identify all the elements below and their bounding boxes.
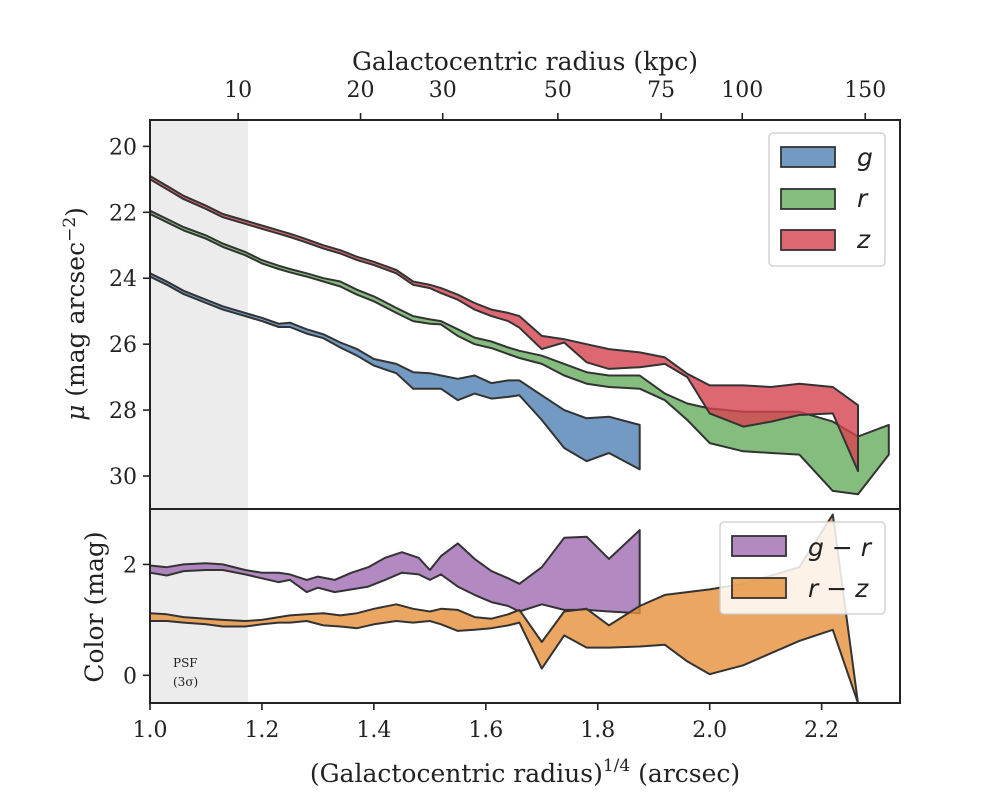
legend-label-z: z xyxy=(856,225,871,254)
psf-shaded-region xyxy=(150,120,248,703)
top-x-tick-label: 20 xyxy=(347,78,375,103)
x-tick-label: 1.8 xyxy=(580,718,615,743)
y-tick-label: 30 xyxy=(109,465,137,490)
legend-swatch-r-minus-z xyxy=(731,577,787,599)
legend-swatch-g xyxy=(780,146,836,168)
top-secondary-x-ticks: 10 20 30 50 75 100 150 xyxy=(224,78,886,120)
top-legend: g r z xyxy=(768,132,886,267)
top-x-tick-label: 150 xyxy=(844,78,886,103)
y-tick-label: 0 xyxy=(123,664,137,689)
legend-label-r-minus-z: r − z xyxy=(808,574,869,603)
x-tick-label: 1.2 xyxy=(244,718,279,743)
top-panel-y-ticks: 20 22 24 26 28 30 xyxy=(109,135,150,490)
band-r-minus-z xyxy=(149,513,859,704)
top-x-tick-label: 10 xyxy=(224,78,252,103)
bottom-y-axis-title: Color (mag) xyxy=(80,531,109,682)
x-tick-label: 2.0 xyxy=(692,718,727,743)
band-g xyxy=(149,272,641,471)
y-tick-label: 24 xyxy=(109,267,137,292)
bottom-panel-frame xyxy=(149,508,901,704)
legend-label-g-minus-r: g − r xyxy=(808,533,873,562)
x-tick-label: 1.6 xyxy=(468,718,503,743)
y-tick-label: 26 xyxy=(109,333,137,358)
x-tick-label: 1.0 xyxy=(133,718,168,743)
psf-annotation-label: PSF xyxy=(173,656,198,670)
bottom-legend: g − r r − z xyxy=(719,521,886,615)
top-x-tick-label: 100 xyxy=(721,78,763,103)
top-x-axis-title: Galactocentric radius (kpc) xyxy=(352,47,698,76)
top-panel-bands xyxy=(149,175,890,496)
y-tick-label: 22 xyxy=(109,201,137,226)
y-tick-label: 20 xyxy=(109,135,137,160)
legend-label-r: r xyxy=(857,184,869,213)
bottom-panel-y-ticks: 02 xyxy=(123,553,150,689)
y-tick-label: 28 xyxy=(109,399,137,424)
top-x-tick-label: 30 xyxy=(429,78,457,103)
bottom-panel-x-ticks: 1.0 1.2 1.4 1.6 1.8 2.0 2.2 xyxy=(133,703,839,743)
x-tick-label: 1.4 xyxy=(356,718,391,743)
legend-label-g: g xyxy=(857,143,873,172)
bottom-x-axis-title: (Galactocentric radius)1/4 (arcsec) xyxy=(310,756,740,788)
legend-swatch-r xyxy=(780,188,836,210)
legend-swatch-g-minus-r xyxy=(731,535,787,557)
band-r xyxy=(149,209,890,496)
psf-region-bottom xyxy=(150,509,248,703)
y-tick-label: 2 xyxy=(123,553,137,578)
band-z xyxy=(149,175,859,473)
top-x-tick-label: 50 xyxy=(544,78,572,103)
psf-annotation-sigma: (3σ) xyxy=(173,675,198,689)
top-y-axis-title: μ (mag arcsec−2) xyxy=(60,207,90,421)
psf-region-top xyxy=(150,120,248,509)
top-x-tick-label: 75 xyxy=(647,78,675,103)
x-tick-label: 2.2 xyxy=(804,718,839,743)
bottom-panel-bands xyxy=(149,513,859,704)
legend-swatch-z xyxy=(780,229,836,251)
